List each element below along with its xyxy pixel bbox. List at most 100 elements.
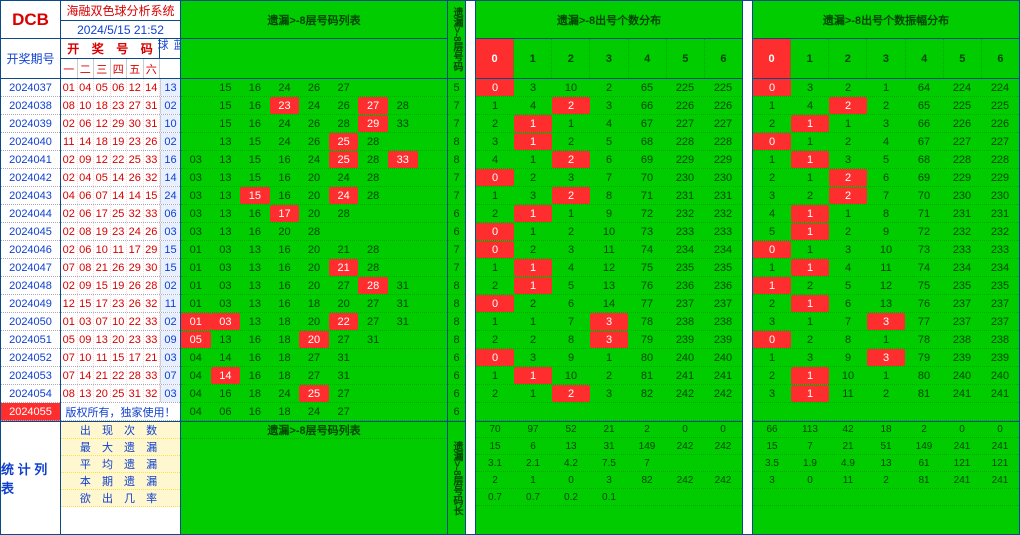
dist-sum-cell: 97: [514, 422, 552, 437]
list-cell: [418, 133, 448, 150]
red-ball: 29: [144, 241, 161, 258]
blue-ball: 06: [160, 205, 180, 222]
list-cell: 25: [329, 133, 359, 150]
list-cell: [418, 331, 448, 348]
dist-cell: 0: [476, 295, 514, 312]
issue-cell[interactable]: 2024049: [1, 295, 60, 313]
dist-row: 132871231231: [476, 187, 742, 205]
dist-sum-row: 661134218200: [753, 421, 1019, 438]
red-ball: 11: [111, 241, 128, 258]
dist-cell: 225: [943, 97, 981, 114]
dist-sum-cell: 241: [981, 472, 1019, 488]
list-cell: 13: [240, 241, 270, 258]
issue-cell[interactable]: 2024040: [1, 133, 60, 151]
red-ball: 21: [94, 259, 111, 276]
dist-cell: 228: [666, 133, 704, 150]
issue-cell[interactable]: 2024045: [1, 223, 60, 241]
issue-cell[interactable]: 2024039: [1, 115, 60, 133]
list-cell: 06: [211, 403, 241, 420]
dist-cell: 2: [829, 133, 867, 150]
list-cell: [358, 367, 388, 384]
red-ball: 17: [127, 349, 144, 366]
dist-cell: 233: [981, 241, 1019, 258]
blue-ball: 02: [160, 133, 180, 150]
dist-cell: 240: [943, 367, 981, 384]
red-ball: 27: [127, 97, 144, 114]
dist-sum-cell: [791, 489, 829, 505]
red-ball: 04: [78, 169, 95, 186]
list-cell: 03: [181, 223, 211, 240]
dist-sum-cell: 1.9: [791, 455, 829, 471]
dist-cell: 68: [628, 133, 666, 150]
dist-cell: 239: [704, 331, 742, 348]
list-cell: [418, 295, 448, 312]
issue-cell[interactable]: 2024054: [1, 385, 60, 403]
issue-cell[interactable]: 2024053: [1, 367, 60, 385]
red-ball: 28: [144, 277, 161, 294]
dist-cell: 75: [905, 277, 943, 294]
dist-sum-cell: [704, 489, 742, 505]
stat-label-row: 本 期 遗 漏: [61, 473, 180, 490]
dist-cell: 229: [943, 169, 981, 186]
dist-cell: 5: [590, 133, 628, 150]
issue-cell[interactable]: 2024038: [1, 97, 60, 115]
list-cell: 28: [358, 241, 388, 258]
prize-column: 海融双色球分析系统 2024/5/15 21:52 开奖号码 蓝球 一二三四五六…: [61, 1, 181, 534]
issue-cell[interactable]: 2024037: [1, 79, 60, 97]
list-cell: 27: [358, 97, 388, 114]
list-cell: 28: [388, 97, 418, 114]
issue-cell[interactable]: 2024046: [1, 241, 60, 259]
issue-cell[interactable]: 2024048: [1, 277, 60, 295]
list-cell: [181, 97, 211, 114]
dist-sum-cell: 3: [753, 472, 791, 488]
list-cell: [181, 79, 211, 96]
narrow-cell: 6: [448, 205, 465, 223]
red-ball: 09: [78, 277, 95, 294]
dist-cell: 8: [590, 187, 628, 204]
dist-cell: 239: [981, 349, 1019, 366]
red-ball: 10: [78, 97, 95, 114]
red-ball: 10: [111, 313, 128, 330]
dist-cell: 230: [666, 169, 704, 186]
dist-cell: 237: [704, 295, 742, 312]
blue-ball: 13: [160, 79, 180, 96]
prize-row: 07101115172103: [61, 349, 180, 367]
issue-cell[interactable]: 2024047: [1, 259, 60, 277]
dist-row: 0310265225225: [476, 79, 742, 97]
issue-cell[interactable]: 2024041: [1, 151, 60, 169]
issue-cell[interactable]: 2024042: [1, 169, 60, 187]
issue-cell[interactable]: 2024051: [1, 331, 60, 349]
list-cell: 27: [329, 403, 359, 420]
dist-cell: 1: [476, 259, 514, 276]
list-cell: [418, 259, 448, 276]
prize-row: 05091320233309: [61, 331, 180, 349]
prize-row: 02040514263214: [61, 169, 180, 187]
list-section: 遗漏>-8层号码列表 15162426271516232426272815162…: [181, 1, 448, 534]
red-ball: 21: [144, 349, 161, 366]
issue-cell[interactable]: 2024052: [1, 349, 60, 367]
dist-cell: 2: [829, 223, 867, 240]
red-ball: 30: [144, 259, 161, 276]
issue-cell[interactable]: 2024043: [1, 187, 60, 205]
list-cell: 15: [240, 169, 270, 186]
list-cell: 26: [299, 133, 329, 150]
list-cell: 13: [211, 151, 241, 168]
list-cell: 27: [329, 277, 359, 294]
issue-cell[interactable]: 2024050: [1, 313, 60, 331]
prize-row: 01040506121413: [61, 79, 180, 97]
dist-row: 142366226226: [476, 97, 742, 115]
issue-cell[interactable]: 2024044: [1, 205, 60, 223]
red-ball: 33: [144, 367, 161, 384]
dist-cell: 11: [829, 385, 867, 402]
red-ball: 17: [94, 205, 111, 222]
dist-sum-cell: 121: [943, 455, 981, 471]
red-ball: 07: [94, 313, 111, 330]
dist-cell: 242: [704, 385, 742, 402]
dist-cell: 5: [867, 151, 905, 168]
red-ball: 15: [94, 277, 111, 294]
dist-cell: 11: [867, 259, 905, 276]
prize-row: 07142122283307: [61, 367, 180, 385]
issue-cell[interactable]: 2024055: [1, 403, 60, 421]
list-cell: 16: [270, 151, 300, 168]
list-foot-blank: [181, 439, 447, 534]
